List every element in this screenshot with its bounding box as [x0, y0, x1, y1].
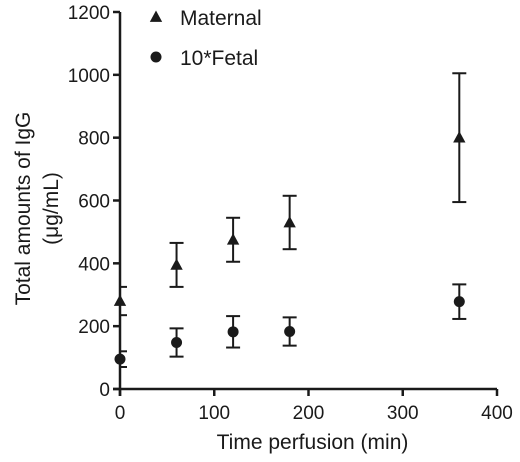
x-tick-label: 400: [481, 403, 513, 424]
y-axis-unit: (μg/mL): [40, 172, 63, 245]
legend-label-maternal: Maternal: [180, 7, 262, 30]
series-maternal: [113, 72, 467, 317]
series-fetal: [114, 283, 467, 369]
axes: [113, 12, 497, 396]
x-tick-label: 100: [198, 403, 230, 424]
y-tick-label: 400: [78, 254, 110, 275]
data-point-triangle: [283, 215, 296, 228]
x-tick-label: 300: [387, 403, 419, 424]
data-point-triangle: [170, 258, 183, 270]
y-tick-label: 0: [99, 380, 110, 401]
data-point-triangle: [113, 294, 127, 306]
x-tick-label: 200: [293, 403, 325, 424]
series-layer: [113, 72, 467, 369]
x-tick-label: 0: [115, 403, 126, 424]
y-tick-label: 600: [78, 192, 110, 213]
legend-marker-fetal: [150, 51, 162, 63]
data-point-triangle: [226, 233, 240, 245]
x-axis-title: Time perfusion (min): [217, 431, 409, 454]
data-point-circle: [227, 326, 239, 338]
y-tick-label: 800: [78, 129, 110, 150]
data-point-circle: [114, 353, 126, 365]
y-ticks: 0 200 400 600 800 1000 1200: [68, 3, 120, 401]
data-point-circle: [284, 326, 296, 338]
legend: Maternal 10*Fetal: [149, 7, 262, 70]
data-point-triangle: [453, 131, 466, 143]
y-tick-label: 1200: [68, 3, 110, 24]
data-point-circle: [171, 337, 183, 349]
y-axis-title-group: Total amounts of IgG (μg/mL): [12, 112, 63, 306]
legend-marker-maternal: [149, 10, 163, 22]
x-ticks: 0 100 200 300 400: [115, 389, 513, 424]
y-tick-label: 1000: [68, 66, 110, 87]
y-tick-label: 200: [78, 317, 110, 338]
y-axis-title: Total amounts of IgG: [12, 112, 35, 306]
legend-label-fetal: 10*Fetal: [180, 47, 258, 70]
data-point-circle: [453, 296, 465, 308]
